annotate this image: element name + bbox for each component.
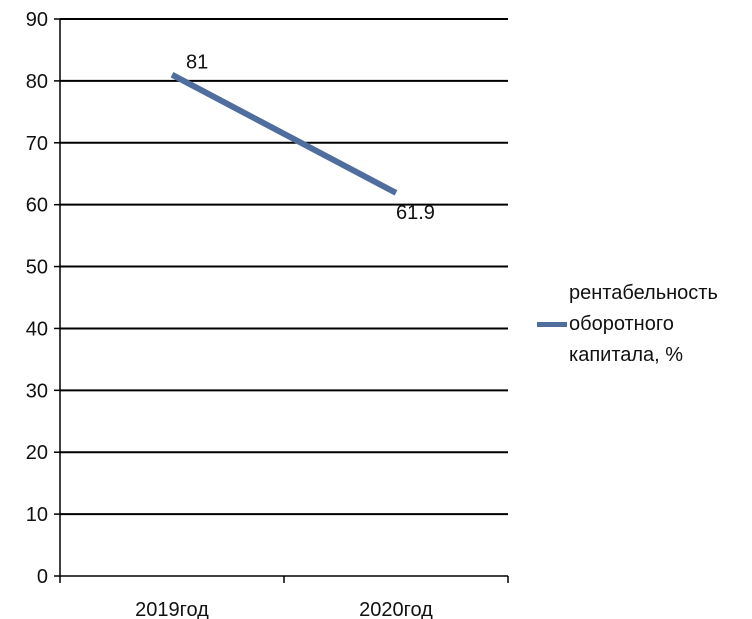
x-tick-label-2: 2020год	[359, 599, 433, 619]
series-line-1	[170, 72, 398, 196]
legend: рентабельность оборотного капитала, %	[537, 276, 749, 372]
data-label-1-2: 61.9	[396, 202, 435, 224]
y-tick-label-20: 20	[26, 442, 48, 464]
x-tick-label-1: 2019год	[135, 599, 209, 619]
y-tick-label-60: 60	[26, 195, 48, 217]
data-label-1-1: 81	[186, 52, 208, 74]
y-tick-label-0: 0	[37, 566, 48, 588]
y-tick-label-30: 30	[26, 380, 48, 402]
legend-swatch-series-1	[537, 321, 567, 327]
legend-label-series-1: рентабельность оборотного капитала, %	[569, 281, 718, 366]
y-tick-label-50: 50	[26, 257, 48, 279]
y-tick-label-80: 80	[26, 71, 48, 93]
y-tick-label-40: 40	[26, 318, 48, 340]
y-tick-label-10: 10	[26, 504, 48, 526]
y-tick-label-70: 70	[26, 133, 48, 155]
y-tick-label-90: 90	[26, 9, 48, 31]
